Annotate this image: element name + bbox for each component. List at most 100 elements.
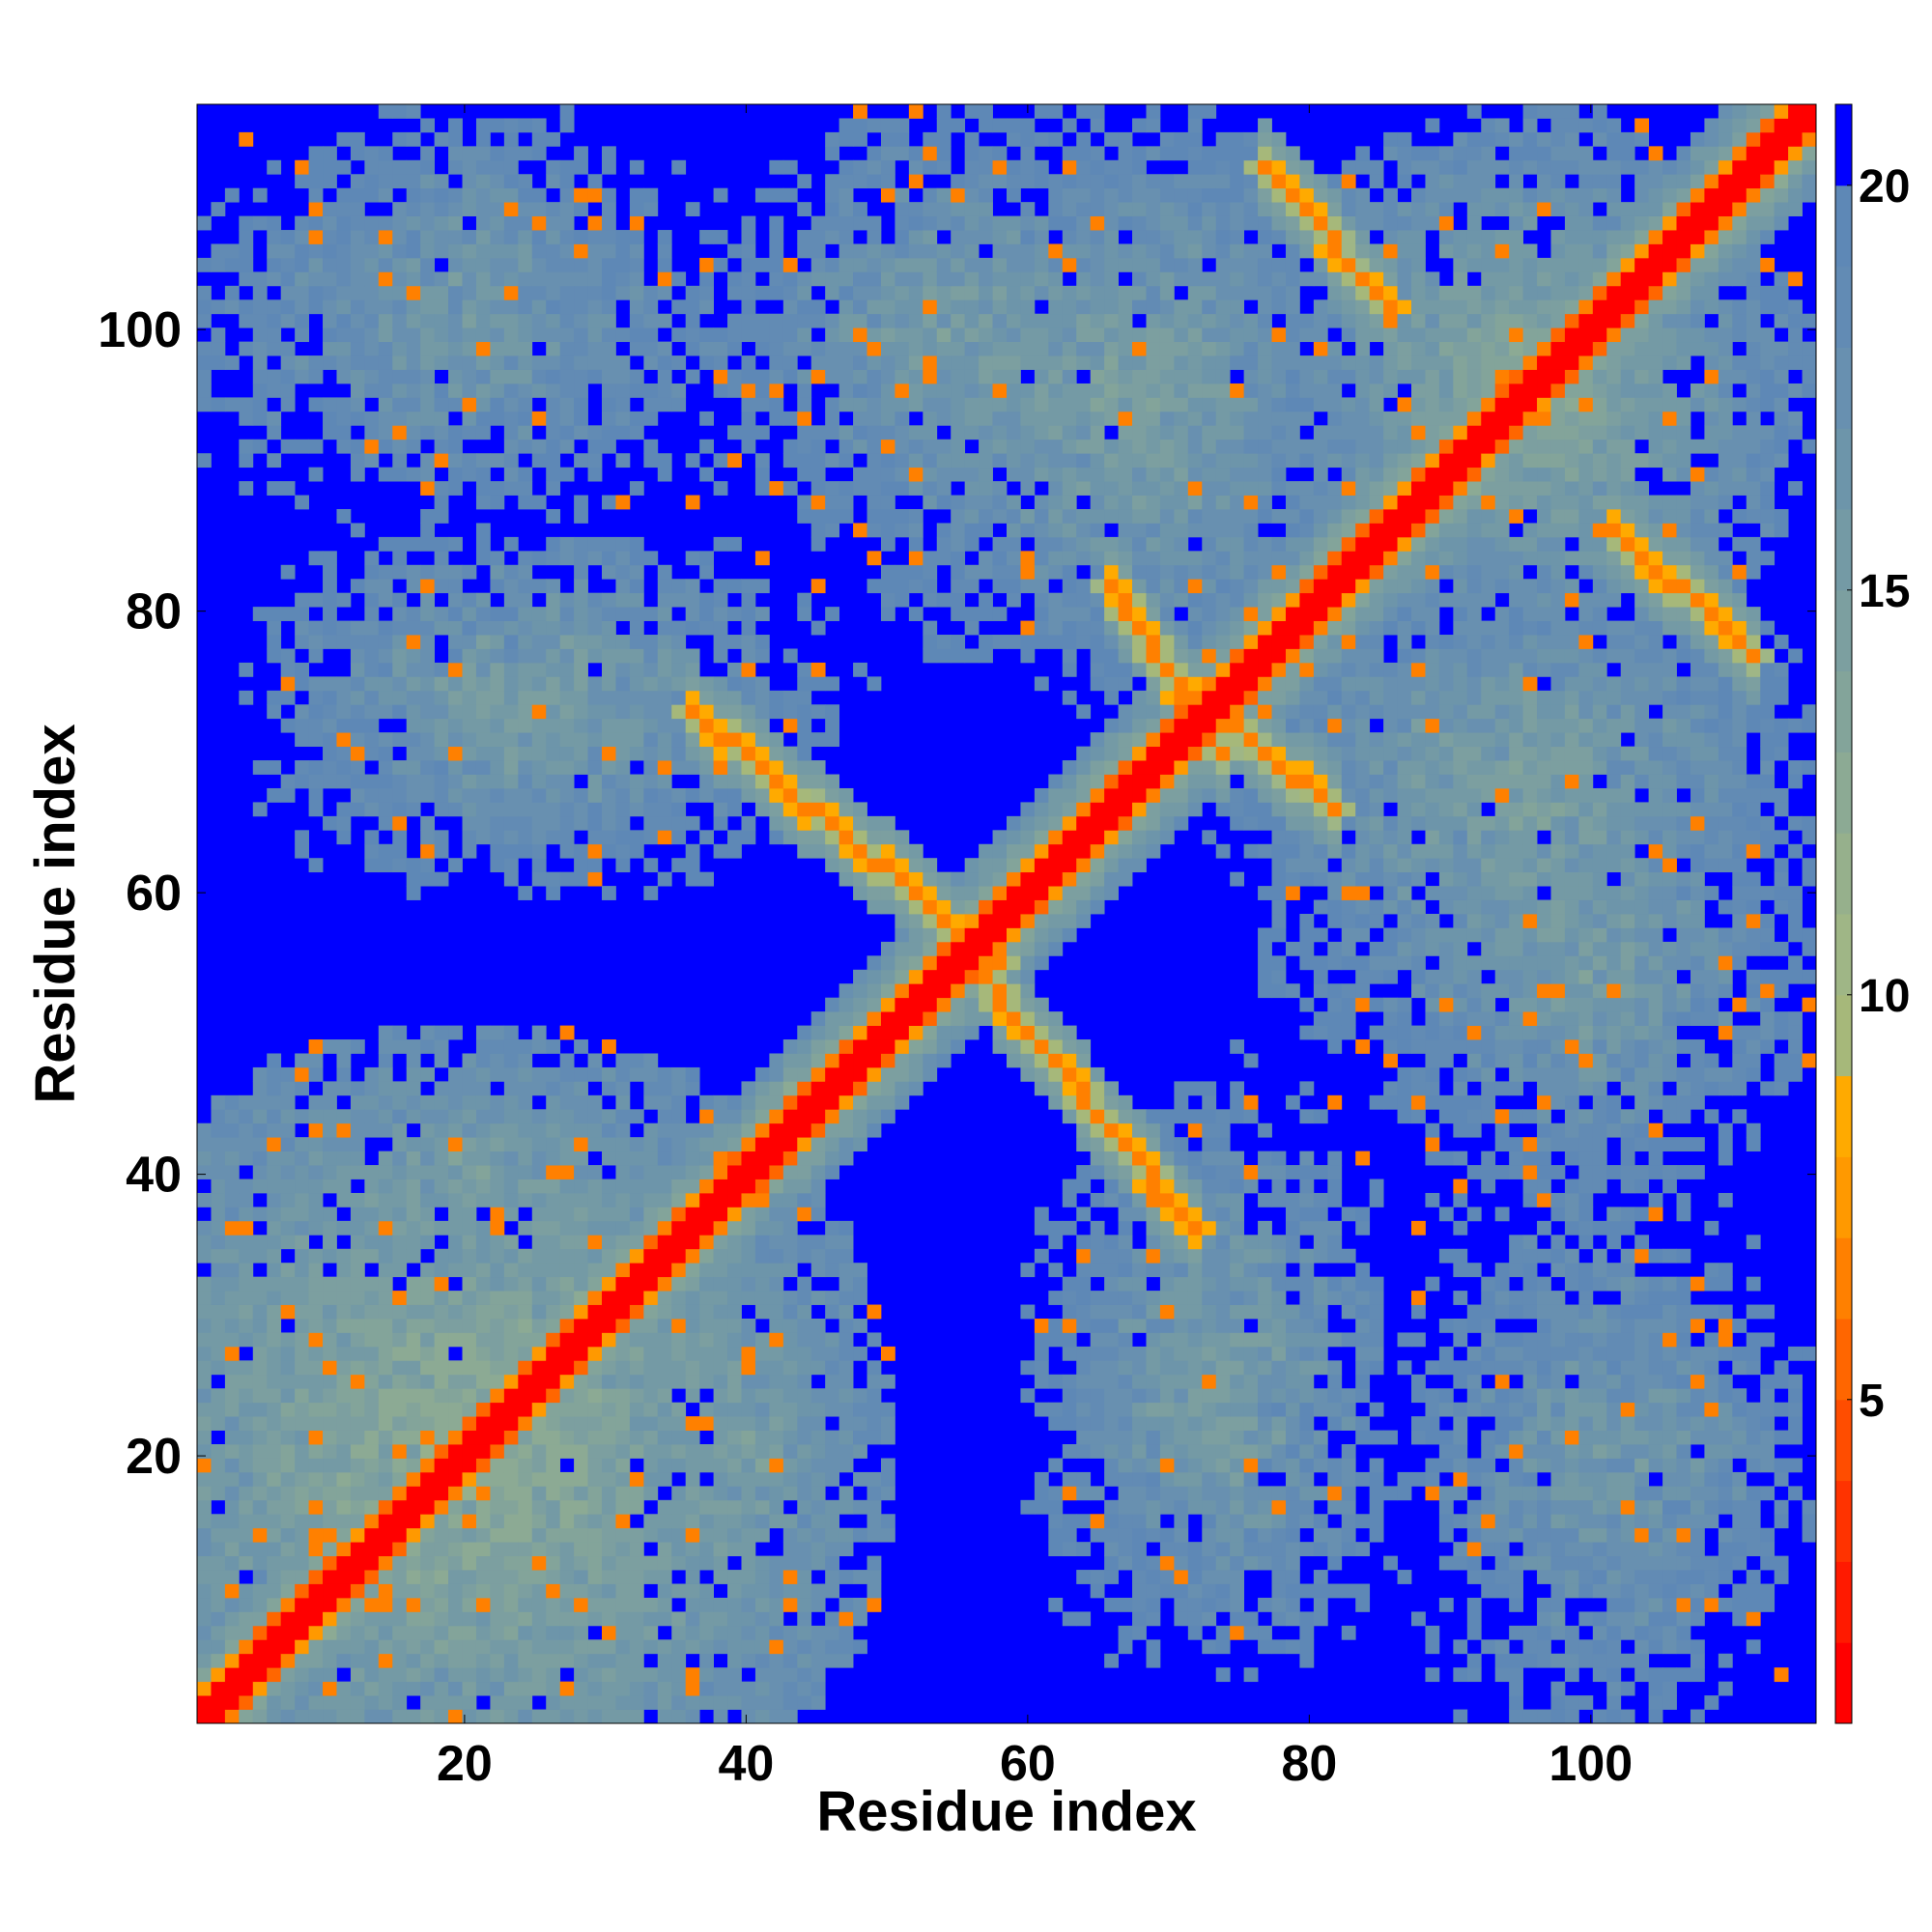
heatmap-cell bbox=[280, 1653, 296, 1668]
heatmap-cell bbox=[1048, 941, 1064, 956]
heatmap-cell bbox=[308, 1611, 324, 1627]
heatmap-cell bbox=[378, 1304, 393, 1320]
heatmap-cell bbox=[434, 1179, 449, 1194]
heatmap-cell bbox=[1034, 1402, 1049, 1417]
heatmap-cell bbox=[448, 118, 463, 133]
heatmap-cell bbox=[825, 1248, 840, 1264]
heatmap-cell bbox=[197, 1471, 212, 1487]
heatmap-cell bbox=[782, 1179, 798, 1194]
heatmap-cell bbox=[685, 1122, 700, 1138]
heatmap-cell bbox=[364, 1360, 380, 1376]
heatmap-cell bbox=[629, 1263, 644, 1278]
heatmap-cell bbox=[503, 536, 519, 552]
heatmap-cell bbox=[448, 1109, 463, 1124]
heatmap-cell bbox=[1104, 327, 1119, 343]
heatmap-cell bbox=[602, 620, 616, 636]
heatmap-cell bbox=[448, 1653, 463, 1668]
heatmap-cell bbox=[1048, 257, 1064, 272]
heatmap-cell bbox=[1104, 564, 1119, 580]
heatmap-cell bbox=[1048, 1402, 1064, 1417]
heatmap-cell bbox=[308, 1499, 324, 1515]
heatmap-cell bbox=[685, 1263, 700, 1278]
heatmap-cell bbox=[559, 1555, 575, 1571]
heatmap-cell bbox=[574, 383, 588, 398]
heatmap-cell bbox=[657, 467, 672, 482]
heatmap-cell bbox=[615, 1276, 631, 1292]
heatmap-cell bbox=[1020, 927, 1036, 943]
heatmap-cell bbox=[1020, 551, 1036, 566]
heatmap-cell bbox=[531, 1192, 547, 1208]
heatmap-cell bbox=[769, 1137, 784, 1152]
heatmap-cell bbox=[239, 1319, 254, 1333]
heatmap-cell bbox=[546, 871, 561, 887]
heatmap-cell bbox=[559, 648, 575, 664]
heatmap-cell bbox=[754, 1332, 770, 1348]
heatmap-cell bbox=[364, 215, 380, 231]
heatmap-cell bbox=[1090, 453, 1105, 469]
heatmap-cell bbox=[936, 355, 952, 370]
heatmap-cell bbox=[923, 341, 938, 356]
heatmap-cell bbox=[713, 815, 728, 831]
heatmap-cell bbox=[797, 1304, 812, 1320]
heatmap-cell bbox=[643, 1053, 659, 1068]
heatmap-cell bbox=[853, 815, 867, 831]
heatmap-cell bbox=[475, 1653, 491, 1668]
heatmap-cell bbox=[448, 1304, 463, 1320]
heatmap-cell bbox=[490, 1667, 505, 1683]
heatmap-cell bbox=[323, 1597, 337, 1612]
heatmap-cell bbox=[1048, 536, 1064, 552]
heatmap-cell bbox=[629, 1430, 644, 1445]
heatmap-cell bbox=[699, 1319, 714, 1333]
heatmap-cell bbox=[336, 327, 352, 343]
heatmap-cell bbox=[797, 1611, 812, 1627]
heatmap-cell bbox=[448, 704, 463, 720]
heatmap-cell bbox=[754, 1486, 770, 1501]
heatmap-cell bbox=[602, 1527, 616, 1543]
heatmap-cell bbox=[1076, 1486, 1092, 1501]
heatmap-cell bbox=[908, 159, 923, 175]
heatmap-cell bbox=[853, 969, 867, 984]
heatmap-cell bbox=[392, 1542, 408, 1557]
heatmap-cell bbox=[936, 997, 952, 1012]
heatmap-cell bbox=[602, 690, 616, 705]
heatmap-cell bbox=[685, 718, 700, 733]
heatmap-cell bbox=[448, 271, 463, 287]
heatmap-cell bbox=[754, 369, 770, 384]
heatmap-cell bbox=[1062, 662, 1077, 677]
heatmap-cell bbox=[769, 1597, 784, 1612]
heatmap-cell bbox=[323, 1179, 337, 1194]
heatmap-cell bbox=[392, 564, 408, 580]
heatmap-cell bbox=[1062, 397, 1077, 412]
heatmap-cell bbox=[518, 1570, 533, 1584]
heatmap-cell bbox=[797, 1570, 812, 1584]
heatmap-cell bbox=[406, 174, 421, 189]
heatmap-cell bbox=[825, 1458, 840, 1473]
heatmap-cell bbox=[1118, 425, 1133, 440]
heatmap-cell bbox=[671, 787, 687, 803]
heatmap-cell bbox=[531, 607, 547, 621]
heatmap-cell bbox=[615, 579, 631, 594]
heatmap-cell bbox=[224, 1319, 240, 1333]
heatmap-cell bbox=[615, 1122, 631, 1138]
heatmap-cell bbox=[197, 1137, 212, 1152]
heatmap-cell bbox=[350, 662, 365, 677]
heatmap-cell bbox=[1090, 802, 1105, 817]
heatmap-cell bbox=[685, 1611, 700, 1627]
heatmap-cell bbox=[1020, 271, 1036, 287]
heatmap-cell bbox=[531, 313, 547, 328]
heatmap-cell bbox=[964, 467, 980, 482]
heatmap-cell bbox=[378, 1263, 393, 1278]
heatmap-cell bbox=[587, 230, 603, 244]
heatmap-cell bbox=[280, 1430, 296, 1445]
heatmap-cell bbox=[1076, 271, 1092, 287]
heatmap-cell bbox=[280, 257, 296, 272]
heatmap-cell bbox=[503, 243, 519, 259]
heatmap-cell bbox=[825, 843, 840, 859]
heatmap-cell bbox=[420, 355, 436, 370]
heatmap-cell bbox=[782, 1583, 798, 1599]
heatmap-cell bbox=[350, 1625, 365, 1640]
heatmap-cell bbox=[420, 425, 436, 440]
heatmap-cell bbox=[420, 1611, 436, 1627]
heatmap-cell bbox=[936, 131, 952, 147]
heatmap-cell bbox=[559, 676, 575, 692]
